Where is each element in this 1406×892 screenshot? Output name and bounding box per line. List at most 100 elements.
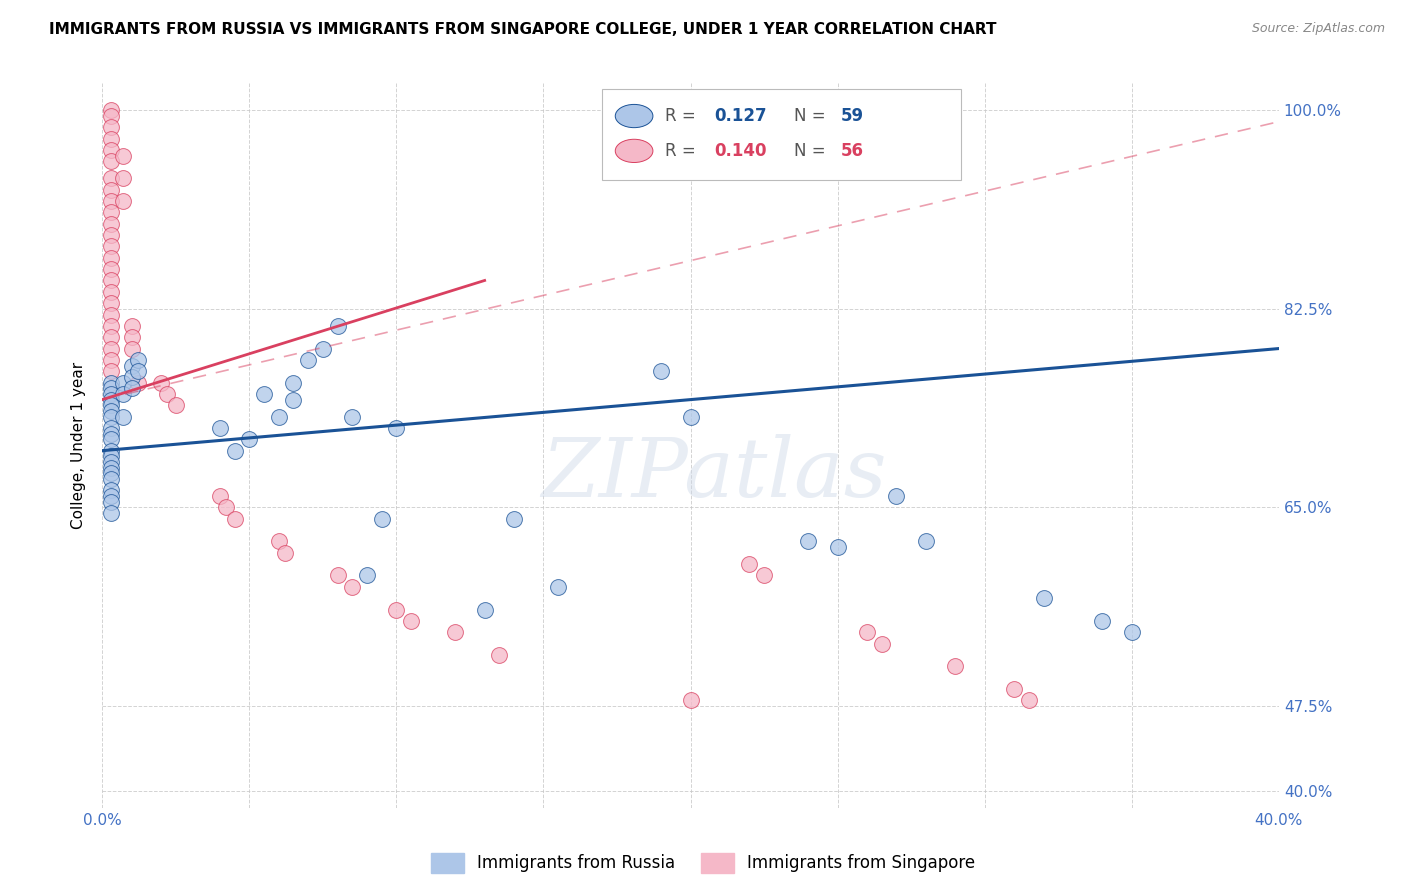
FancyBboxPatch shape — [602, 89, 962, 180]
Point — [100, 392, 122, 407]
Point — [738, 557, 761, 571]
Point — [1018, 693, 1040, 707]
Point — [215, 500, 238, 515]
Point — [100, 381, 122, 395]
Point — [100, 398, 122, 412]
Point — [100, 273, 122, 287]
Point — [100, 426, 122, 441]
Point — [100, 494, 122, 508]
Point — [356, 568, 378, 582]
Point — [165, 398, 187, 412]
Point — [943, 659, 966, 673]
Point — [283, 376, 305, 390]
Point — [100, 285, 122, 299]
Point — [111, 376, 134, 390]
Text: IMMIGRANTS FROM RUSSIA VS IMMIGRANTS FROM SINGAPORE COLLEGE, UNDER 1 YEAR CORREL: IMMIGRANTS FROM RUSSIA VS IMMIGRANTS FRO… — [49, 22, 997, 37]
Point — [100, 455, 122, 469]
Point — [650, 364, 672, 378]
Point — [474, 602, 496, 616]
Point — [121, 342, 143, 356]
Point — [870, 636, 893, 650]
Point — [100, 433, 122, 447]
Legend: Immigrants from Russia, Immigrants from Singapore: Immigrants from Russia, Immigrants from … — [425, 847, 981, 880]
Point — [342, 580, 364, 594]
Point — [856, 625, 879, 640]
Point — [253, 387, 276, 401]
Point — [100, 472, 122, 486]
Point — [297, 352, 319, 367]
Point — [111, 194, 134, 208]
Point — [121, 370, 143, 384]
Point — [100, 387, 122, 401]
Point — [342, 409, 364, 424]
Point — [100, 409, 122, 424]
Text: 0.127: 0.127 — [714, 107, 766, 125]
Point — [100, 342, 122, 356]
Point — [385, 421, 408, 435]
Point — [312, 342, 335, 356]
Point — [100, 109, 122, 123]
Point — [111, 409, 134, 424]
Point — [150, 376, 173, 390]
Point — [100, 171, 122, 186]
Point — [100, 194, 122, 208]
Point — [208, 421, 231, 435]
Point — [121, 359, 143, 373]
Point — [100, 404, 122, 418]
Circle shape — [616, 139, 652, 162]
Point — [100, 183, 122, 197]
Point — [111, 387, 134, 401]
Point — [100, 120, 122, 135]
Point — [121, 381, 143, 395]
Point — [100, 450, 122, 464]
Text: N =: N = — [794, 107, 831, 125]
Point — [100, 421, 122, 435]
Point — [797, 534, 820, 549]
Point — [370, 512, 392, 526]
Point — [488, 648, 510, 662]
Point — [224, 512, 246, 526]
Text: 0.140: 0.140 — [714, 142, 766, 160]
Point — [100, 205, 122, 219]
Circle shape — [616, 104, 652, 128]
Point — [100, 467, 122, 481]
Point — [444, 625, 467, 640]
Point — [752, 568, 775, 582]
Point — [326, 318, 349, 333]
Point — [915, 534, 938, 549]
Point — [100, 308, 122, 322]
Point — [1121, 625, 1143, 640]
Text: 56: 56 — [841, 142, 865, 160]
Point — [267, 409, 290, 424]
Point — [1091, 614, 1114, 628]
Point — [399, 614, 422, 628]
Point — [100, 251, 122, 265]
Point — [503, 512, 526, 526]
Point — [208, 489, 231, 503]
Point — [100, 228, 122, 243]
Point — [121, 318, 143, 333]
Text: 59: 59 — [841, 107, 865, 125]
Point — [100, 352, 122, 367]
Point — [156, 387, 179, 401]
Point — [100, 262, 122, 277]
Point — [127, 376, 149, 390]
Point — [547, 580, 569, 594]
Point — [100, 443, 122, 458]
Point — [100, 376, 122, 390]
Point — [100, 506, 122, 520]
Point — [100, 364, 122, 378]
Point — [1032, 591, 1054, 606]
Text: Source: ZipAtlas.com: Source: ZipAtlas.com — [1251, 22, 1385, 36]
Point — [827, 540, 849, 554]
Point — [100, 103, 122, 118]
Text: R =: R = — [665, 142, 700, 160]
Text: ZIPatlas: ZIPatlas — [541, 434, 887, 514]
Point — [326, 568, 349, 582]
Point — [127, 352, 149, 367]
Point — [1002, 681, 1025, 696]
Point — [100, 330, 122, 344]
Y-axis label: College, Under 1 year: College, Under 1 year — [72, 361, 86, 529]
Point — [100, 460, 122, 475]
Point — [238, 433, 260, 447]
